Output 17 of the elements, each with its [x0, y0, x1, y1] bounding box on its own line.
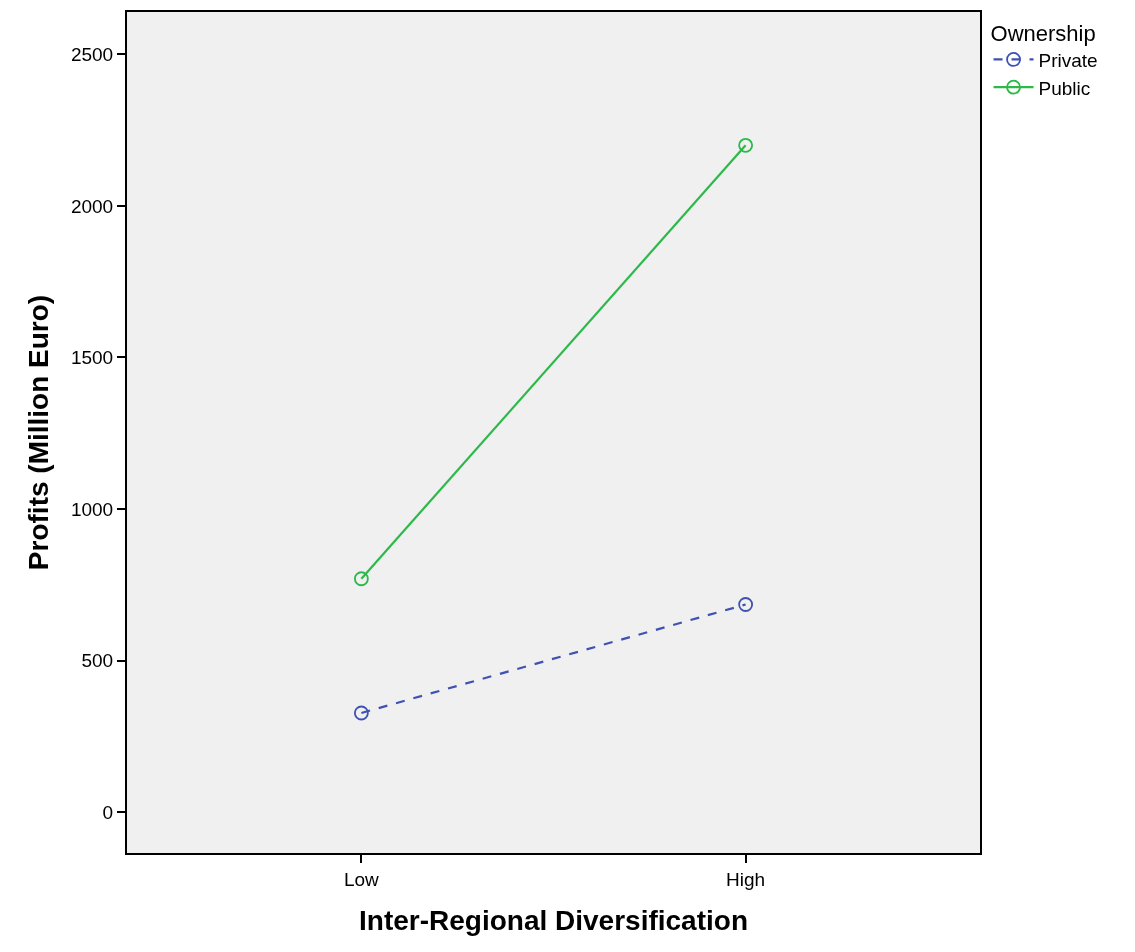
x-tick-label: Low [343, 868, 380, 890]
y-tick-label: 1500 [70, 347, 114, 369]
legend-title: Ownership [990, 20, 1096, 46]
y-tick-label: 2000 [70, 195, 114, 217]
y-tick-label: 500 [81, 650, 114, 672]
x-axis-title: Inter-Regional Diversification [359, 905, 748, 937]
legend-label: Public [1038, 77, 1091, 99]
y-tick-label: 1000 [70, 498, 114, 520]
point [738, 137, 754, 153]
y-tick-label: 2500 [70, 44, 114, 66]
point [353, 571, 369, 587]
y-tick-label: 0 [102, 801, 114, 823]
point [353, 705, 369, 721]
y-axis-title: Profits (Million Euro) [23, 294, 55, 571]
legend-label: Private [1038, 49, 1098, 71]
point [738, 597, 754, 612]
x-tick-label: High [726, 868, 766, 890]
